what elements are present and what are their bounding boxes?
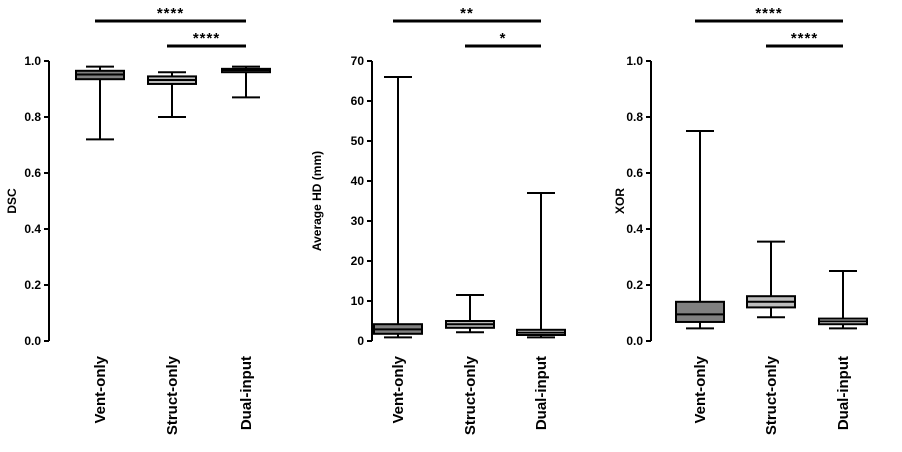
y-tick-label: 30 bbox=[351, 214, 365, 228]
x-category-label: Struct-only bbox=[462, 355, 479, 435]
significance-label: **** bbox=[755, 5, 782, 22]
y-tick-label: 0.6 bbox=[626, 166, 643, 180]
chart-panel-2: 0 10 20 30 40 50 60 70 Average HD (mm) Vent-only S… bbox=[310, 5, 566, 435]
y-tick-label: 0.2 bbox=[626, 278, 643, 292]
chart-panel-3: 0.0 0.2 0.4 0.6 0.8 1.0 XOR Vent-only Struct-onl… bbox=[613, 5, 868, 435]
significance-label: **** bbox=[157, 5, 184, 22]
x-category-label: Dual-input bbox=[533, 356, 550, 430]
x-category-label: Vent-only bbox=[692, 355, 709, 423]
box-iqr bbox=[675, 300, 725, 323]
box-struct-only bbox=[746, 240, 796, 319]
y-tick-label: 0.8 bbox=[626, 110, 643, 124]
x-category-label: Vent-only bbox=[390, 355, 407, 423]
y-tick-label: 0.0 bbox=[626, 334, 643, 348]
x-category-label: Struct-only bbox=[164, 355, 181, 435]
y-tick-label: 70 bbox=[351, 54, 365, 68]
y-tick-label: 1.0 bbox=[626, 54, 643, 68]
significance-label: ** bbox=[460, 5, 474, 22]
box-vent-only bbox=[373, 76, 423, 339]
y-tick-label: 60 bbox=[351, 94, 365, 108]
y-axis-title: XOR bbox=[613, 188, 627, 214]
x-category-label: Vent-only bbox=[92, 355, 109, 423]
y-tick-label: 1.0 bbox=[24, 54, 41, 68]
y-tick-label: 10 bbox=[351, 294, 365, 308]
y-tick-label: 0.0 bbox=[24, 334, 41, 348]
y-tick-label: 0 bbox=[357, 334, 364, 348]
chart-panel-1: 0.0 0.2 0.4 0.6 0.8 1.0 DSC Vent-only Struct-onl… bbox=[5, 5, 271, 435]
box-vent-only bbox=[75, 65, 125, 141]
y-tick-label: 0.4 bbox=[24, 222, 41, 236]
significance-label: **** bbox=[791, 30, 818, 47]
y-tick-label: 40 bbox=[351, 174, 365, 188]
y-tick-label: 20 bbox=[351, 254, 365, 268]
box-dual-input bbox=[818, 270, 868, 330]
y-tick-label: 0.8 bbox=[24, 110, 41, 124]
y-tick-label: 0.6 bbox=[24, 166, 41, 180]
x-category-label: Dual-input bbox=[238, 356, 255, 430]
box-struct-only bbox=[445, 294, 495, 334]
x-category-label: Dual-input bbox=[835, 356, 852, 430]
y-axis-title: Average HD (mm) bbox=[310, 151, 324, 251]
box-vent-only bbox=[675, 130, 725, 330]
box-dual-input bbox=[516, 192, 566, 339]
significance-label: * bbox=[500, 30, 507, 47]
y-tick-label: 0.4 bbox=[626, 222, 643, 236]
significance-label: **** bbox=[193, 30, 220, 47]
y-axis-title: DSC bbox=[5, 188, 19, 214]
x-category-label: Struct-only bbox=[763, 355, 780, 435]
box-dual-input bbox=[221, 65, 271, 99]
box-struct-only bbox=[147, 71, 197, 118]
y-tick-label: 0.2 bbox=[24, 278, 41, 292]
y-tick-label: 50 bbox=[351, 134, 365, 148]
